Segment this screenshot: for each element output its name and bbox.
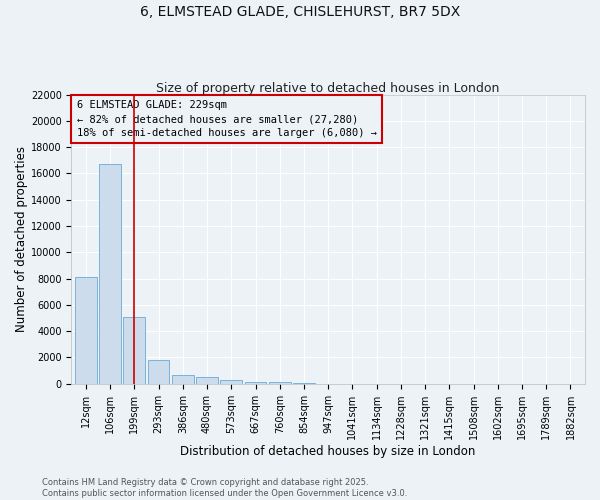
- Bar: [196, 377, 218, 384]
- Title: Size of property relative to detached houses in London: Size of property relative to detached ho…: [157, 82, 500, 94]
- Text: Contains HM Land Registry data © Crown copyright and database right 2025.
Contai: Contains HM Land Registry data © Crown c…: [42, 478, 407, 498]
- Bar: [172, 374, 194, 384]
- Bar: [148, 360, 169, 384]
- Bar: [99, 164, 121, 384]
- Text: 6 ELMSTEAD GLADE: 229sqm
← 82% of detached houses are smaller (27,280)
18% of se: 6 ELMSTEAD GLADE: 229sqm ← 82% of detach…: [77, 100, 377, 138]
- Text: 6, ELMSTEAD GLADE, CHISLEHURST, BR7 5DX: 6, ELMSTEAD GLADE, CHISLEHURST, BR7 5DX: [140, 5, 460, 19]
- Bar: [124, 316, 145, 384]
- Y-axis label: Number of detached properties: Number of detached properties: [15, 146, 28, 332]
- Bar: [293, 383, 315, 384]
- Bar: [220, 380, 242, 384]
- Bar: [245, 382, 266, 384]
- Bar: [269, 382, 290, 384]
- Bar: [75, 277, 97, 384]
- X-axis label: Distribution of detached houses by size in London: Distribution of detached houses by size …: [181, 444, 476, 458]
